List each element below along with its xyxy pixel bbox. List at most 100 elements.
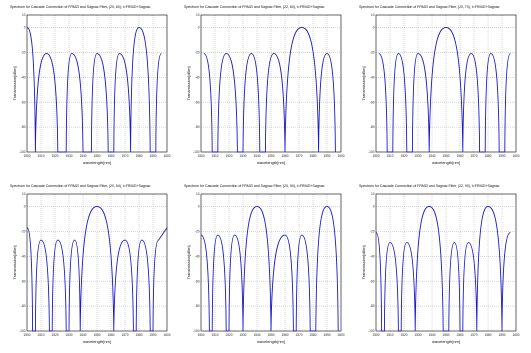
y-tick-label: 10	[196, 13, 200, 17]
chart-title: Spectrum for Cascade Connection of FRMZI…	[184, 5, 325, 9]
y-axis-label: Transmission[dBm]	[12, 66, 17, 100]
series-line	[203, 26, 336, 153]
x-tick-label: 1510	[37, 333, 44, 337]
y-tick-label: -60	[195, 100, 200, 104]
y-tick-label: -40	[21, 75, 26, 79]
y-tick-label: 10	[196, 192, 200, 196]
x-tick-label: 1570	[121, 333, 128, 337]
chart-panel: Spectrum for Cascade Connection of FRMZI…	[359, 5, 520, 170]
chart-plot: 1500 1510 1520 1530 1540 1550 1560 1570 1580 1590…	[186, 192, 345, 344]
y-tick-label: -80	[370, 304, 375, 308]
series-line	[26, 205, 168, 332]
chart-panel: Spectrum for Cascade Connection of FRMZI…	[184, 184, 345, 349]
x-tick-label: 1590	[323, 154, 330, 158]
y-tick-label: 0	[198, 26, 200, 30]
x-tick-label: 1560	[281, 154, 288, 158]
y-tick-label: 0	[373, 26, 375, 30]
x-tick-label: 1580	[135, 154, 142, 158]
y-tick-label: -100	[193, 150, 200, 154]
y-tick-label: 0	[24, 205, 26, 209]
axes-frame	[26, 14, 168, 153]
y-tick-label: -40	[195, 75, 200, 79]
x-tick-label: 1560	[107, 154, 114, 158]
x-tick-label: 1530	[65, 333, 72, 337]
x-tick-label: 1500	[23, 154, 30, 158]
y-axis-label: Transmission[dBm]	[186, 66, 191, 100]
x-tick-label: 1500	[372, 333, 379, 337]
x-tick-label: 1580	[309, 333, 316, 337]
x-tick-label: 1600	[163, 333, 170, 337]
series-line	[378, 26, 511, 153]
y-tick-label: -60	[370, 279, 375, 283]
x-tick-label: 1510	[211, 154, 218, 158]
x-tick-label: 1530	[239, 154, 246, 158]
x-tick-label: 1590	[498, 333, 505, 337]
x-tick-label: 1520	[400, 154, 407, 158]
x-tick-label: 1500	[197, 154, 204, 158]
x-tick-label: 1590	[323, 333, 330, 337]
y-tick-label: -80	[195, 304, 200, 308]
x-tick-label: 1550	[267, 154, 274, 158]
axes-frame	[375, 14, 517, 153]
x-axis-label: wavelength[nm]	[432, 339, 460, 344]
y-tick-label: -40	[370, 75, 375, 79]
y-tick-label: -60	[21, 100, 26, 104]
y-tick-label: -80	[21, 304, 26, 308]
x-tick-label: 1510	[386, 333, 393, 337]
y-tick-label: -60	[21, 279, 26, 283]
y-tick-label: -20	[21, 50, 26, 54]
x-tick-label: 1520	[51, 333, 58, 337]
chart-panel: Spectrum for Cascade Connection of FRMZI…	[10, 184, 171, 349]
x-tick-label: 1590	[149, 154, 156, 158]
y-tick-label: -100	[193, 329, 200, 333]
y-tick-label: -20	[195, 229, 200, 233]
y-tick-label: -100	[368, 329, 375, 333]
x-tick-label: 1560	[107, 333, 114, 337]
x-tick-label: 1590	[498, 154, 505, 158]
x-axis-label: wavelength[nm]	[83, 339, 111, 344]
chart-title: Spectrum for Cascade Connection of FRMZI…	[10, 5, 151, 9]
y-tick-label: -40	[370, 254, 375, 258]
y-tick-label: -80	[195, 125, 200, 129]
chart-title: Spectrum for Cascade Connection of FRMZI…	[359, 5, 500, 9]
x-tick-label: 1540	[428, 333, 435, 337]
x-tick-label: 1520	[51, 154, 58, 158]
x-tick-label: 1580	[484, 154, 491, 158]
x-tick-label: 1600	[163, 154, 170, 158]
y-tick-label: -100	[19, 150, 26, 154]
x-tick-label: 1520	[400, 333, 407, 337]
x-tick-label: 1560	[281, 333, 288, 337]
y-tick-label: -20	[370, 50, 375, 54]
x-tick-label: 1540	[253, 333, 260, 337]
x-tick-label: 1600	[512, 154, 519, 158]
x-tick-label: 1570	[470, 154, 477, 158]
x-axis-label: wavelength[nm]	[83, 160, 111, 165]
chart-plot: 1500 1510 1520 1530 1540 1550 1560 1570 1580 1590…	[186, 13, 345, 165]
series-line	[26, 26, 162, 153]
x-tick-label: 1580	[309, 154, 316, 158]
y-tick-label: -20	[21, 229, 26, 233]
y-tick-label: 0	[373, 205, 375, 209]
axes-frame	[26, 193, 168, 332]
x-tick-label: 1600	[512, 333, 519, 337]
x-tick-label: 1560	[456, 154, 463, 158]
x-tick-label: 1540	[79, 333, 86, 337]
x-tick-label: 1570	[121, 154, 128, 158]
x-tick-label: 1560	[456, 333, 463, 337]
axes-frame	[200, 14, 342, 153]
x-axis-label: wavelength[nm]	[257, 339, 285, 344]
chart-panel: Spectrum for Cascade Connection of FRMZI…	[359, 184, 520, 349]
y-axis-label: Transmission[dBm]	[361, 66, 366, 100]
series-line	[375, 205, 511, 332]
x-tick-label: 1510	[37, 154, 44, 158]
x-tick-label: 1530	[239, 333, 246, 337]
y-tick-label: -100	[19, 329, 26, 333]
x-tick-label: 1530	[414, 154, 421, 158]
x-tick-label: 1510	[386, 154, 393, 158]
x-tick-label: 1600	[337, 333, 344, 337]
x-axis-label: wavelength[nm]	[432, 160, 460, 165]
chart-plot: 1500 1510 1520 1530 1540 1550 1560 1570 1580 1590…	[12, 13, 171, 165]
x-tick-label: 1570	[295, 154, 302, 158]
x-tick-label: 1540	[79, 154, 86, 158]
x-tick-label: 1520	[225, 154, 232, 158]
